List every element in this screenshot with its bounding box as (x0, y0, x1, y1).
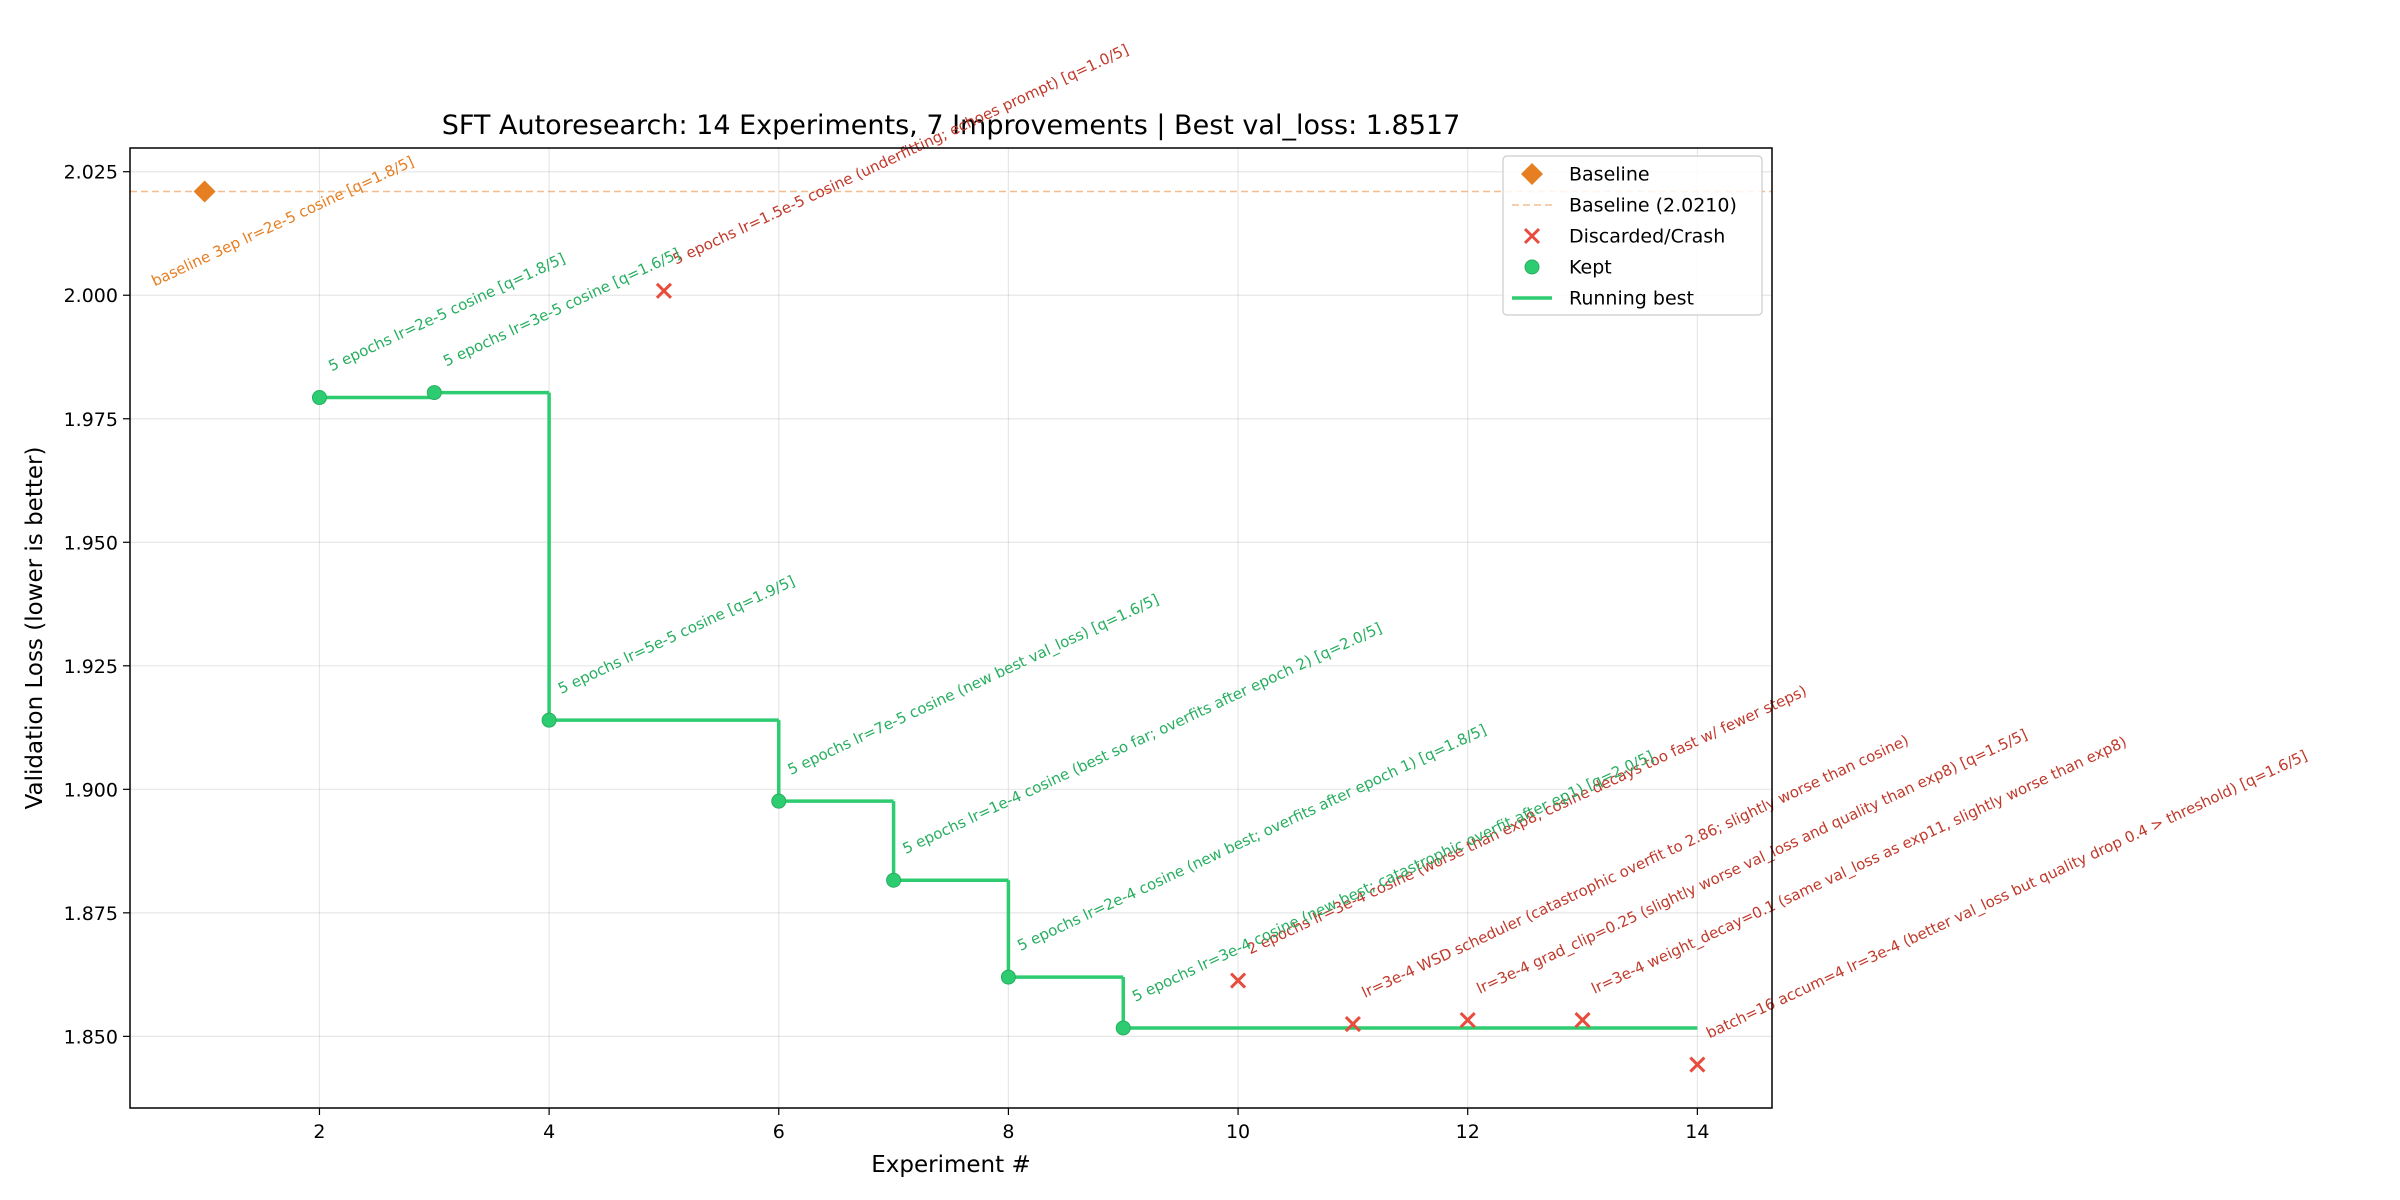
x-tick-label: 2 (313, 1121, 325, 1143)
y-tick-label: 1.900 (64, 779, 118, 801)
axes-frame (129, 147, 1773, 1109)
data-point (1115, 1020, 1131, 1036)
x-tick-label: 8 (1002, 1121, 1014, 1143)
legend-label: Baseline (2.0210) (1569, 195, 1737, 217)
data-point (1689, 1056, 1706, 1073)
legend-label: Discarded/Crash (1569, 226, 1725, 248)
x-tick-label: 4 (543, 1121, 555, 1143)
legend-label: Kept (1569, 257, 1612, 279)
data-point (1344, 1015, 1361, 1033)
point-annotation: baseline 3ep lr=2e-5 cosine [q=1.8/5] (149, 152, 417, 290)
y-tick-label: 2.025 (64, 162, 118, 184)
chart-title: SFT Autoresearch: 14 Experiments, 7 Impr… (442, 110, 1461, 141)
legend: Baseline Baseline (2.0210) Discarded/Crash… (1502, 155, 1763, 316)
x-axis-label: Experiment # (871, 1152, 1030, 1178)
data-point (886, 872, 902, 888)
x-tick-label: 14 (1685, 1121, 1709, 1143)
x-tick-label: 6 (773, 1121, 785, 1143)
y-tick-label: 1.925 (64, 656, 118, 678)
y-tick-label: 1.850 (64, 1026, 118, 1048)
x-tick-label: 10 (1226, 1121, 1250, 1143)
x-tick-label: 12 (1456, 1121, 1480, 1143)
data-point (193, 180, 216, 203)
data-point (1229, 972, 1247, 989)
point-annotation: 5 epochs lr=1e-4 cosine (best so far; ov… (900, 619, 1385, 858)
legend-swatch (1523, 227, 1541, 245)
point-annotation: lr=3e-4 grad_clip=0.25 (slightly worse v… (1474, 725, 2031, 998)
data-point (771, 793, 787, 809)
legend-swatch (1521, 163, 1543, 185)
point-annotation: 5 epochs lr=5e-5 cosine [q=1.9/5] (555, 572, 797, 698)
legend-swatch (1524, 259, 1540, 275)
data-point (541, 712, 557, 728)
point-annotation: 5 epochs lr=1.5e-5 cosine (underfitting;… (670, 41, 1131, 269)
y-tick-label: 1.875 (64, 903, 118, 925)
legend-label: Baseline (1569, 164, 1650, 186)
y-tick-label: 2.000 (64, 285, 118, 307)
data-point (1574, 1011, 1591, 1029)
data-point (1000, 969, 1016, 985)
legend-label: Running best (1569, 288, 1694, 310)
y-axis-label: Validation Loss (lower is better) (22, 447, 48, 810)
legend-box (1502, 155, 1763, 316)
data-point (655, 282, 672, 299)
data-point (426, 385, 442, 401)
data-point (1459, 1011, 1476, 1029)
y-tick-label: 1.975 (64, 409, 118, 431)
point-annotation: 5 epochs lr=3e-4 cosine (new best; catas… (1129, 747, 1656, 1006)
data-point (311, 390, 327, 406)
y-tick-label: 1.950 (64, 532, 118, 554)
